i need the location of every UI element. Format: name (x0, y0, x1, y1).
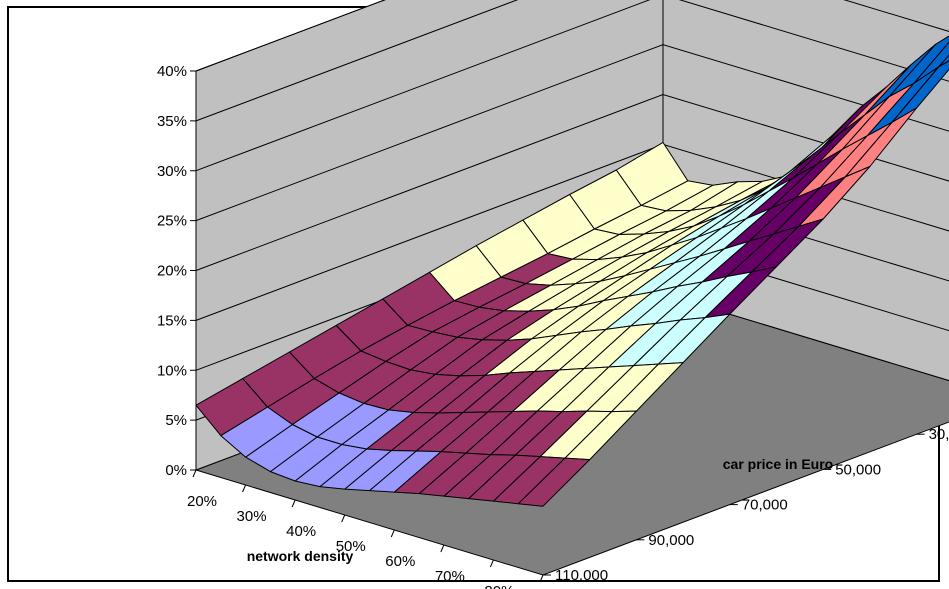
y-tick-label: 50,000 (835, 461, 881, 478)
z-tick-label: 20% (157, 263, 187, 280)
x-tick (242, 484, 247, 493)
y-axis-title: car price in Euro (723, 456, 833, 472)
x-tick-label: 40% (286, 523, 316, 540)
z-tick-label: 25% (157, 213, 187, 230)
x-axis-title: network density (247, 548, 354, 564)
x-tick (440, 544, 445, 553)
y-tick-label: 70,000 (742, 497, 788, 514)
x-tick-label: 20% (187, 493, 217, 510)
x-tick (390, 529, 395, 538)
x-tick (192, 469, 197, 478)
z-tick-label: 0% (165, 462, 187, 479)
tick-labels: 0% 5% 10% 15% 20% 25% 30% 35% 40% 20% 30% 40% 50% 60%… (157, 63, 949, 589)
x-tick-label: 30% (237, 508, 267, 525)
z-tick-label: 5% (165, 412, 187, 429)
y-tick-label: 30,000 (929, 426, 949, 443)
x-tick-label: 60% (385, 553, 415, 570)
surface-cell (195, 378, 268, 437)
surface-plot (195, 35, 949, 507)
y-tick-label: 110,000 (555, 567, 608, 584)
chart-axes (190, 70, 925, 583)
y-tick-label: 90,000 (648, 532, 694, 549)
x-tick (489, 559, 494, 568)
x-tick (341, 514, 346, 523)
gridline (195, 0, 949, 122)
x-tick-label: 70% (435, 568, 465, 585)
z-tick-label: 30% (157, 163, 187, 180)
gridline (195, 0, 386, 72)
x-tick (291, 499, 296, 508)
x-tick-label: 50% (336, 538, 366, 555)
gridline (195, 93, 949, 271)
gridline (195, 0, 949, 172)
z-tick-label: 15% (157, 312, 187, 329)
x-tick (539, 574, 544, 583)
z-tick-label: 40% (157, 63, 187, 80)
z-tick-label: 35% (157, 113, 187, 130)
x-tick-label: 80% (484, 583, 514, 589)
z-tick-label: 10% (157, 362, 187, 379)
